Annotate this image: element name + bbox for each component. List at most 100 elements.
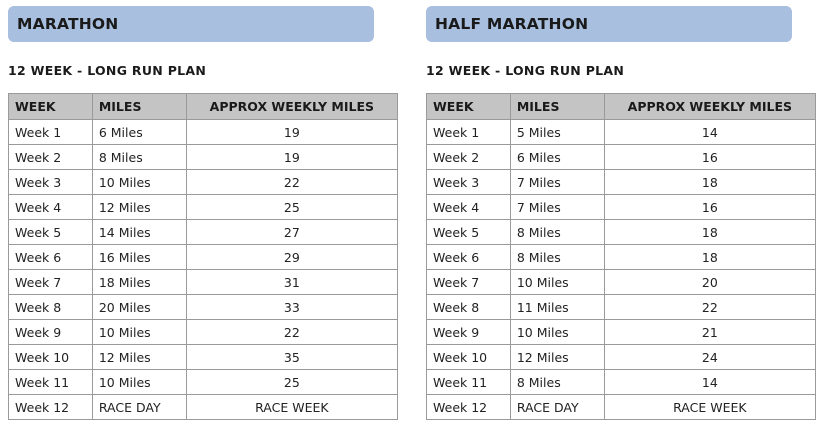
cell-week: Week 5 xyxy=(8,219,93,245)
cell-miles: 6 Miles xyxy=(509,144,605,170)
column-header-week: WEEK xyxy=(8,93,93,120)
cell-week: Week 4 xyxy=(426,194,511,220)
cell-miles: 10 Miles xyxy=(509,269,605,295)
cell-week: Week 6 xyxy=(426,244,511,270)
cell-miles: 8 Miles xyxy=(91,144,187,170)
cell-miles: 7 Miles xyxy=(509,169,605,195)
cell-week: Week 3 xyxy=(426,169,511,195)
cell-week: Week 2 xyxy=(8,144,93,170)
table-row: Week 12 RACE DAY RACE WEEK xyxy=(426,394,817,420)
cell-week: Week 9 xyxy=(8,319,93,345)
cell-miles: 11 Miles xyxy=(509,294,605,320)
table-row: Week 3 10 Miles 22 xyxy=(8,169,399,195)
cell-miles: 20 Miles xyxy=(91,294,187,320)
cell-weekly-miles: 16 xyxy=(603,144,817,170)
cell-weekly-miles: 16 xyxy=(603,194,817,220)
marathon-title: MARATHON xyxy=(8,6,374,42)
table-row: Week 9 10 Miles 21 xyxy=(426,319,817,345)
table-row: Week 9 10 Miles 22 xyxy=(8,319,399,345)
cell-weekly-miles: 24 xyxy=(603,344,817,370)
cell-miles: 6 Miles xyxy=(91,119,187,145)
cell-miles: 8 Miles xyxy=(509,369,605,395)
cell-miles: 14 Miles xyxy=(91,219,187,245)
half-marathon-subtitle: 12 WEEK - LONG RUN PLAN xyxy=(426,63,625,78)
cell-weekly-miles: 25 xyxy=(185,369,399,395)
cell-weekly-miles: 29 xyxy=(185,244,399,270)
cell-weekly-miles: 22 xyxy=(603,294,817,320)
cell-miles: 12 Miles xyxy=(91,344,187,370)
cell-miles: RACE DAY xyxy=(509,394,605,420)
cell-weekly-miles: 21 xyxy=(603,319,817,345)
cell-week: Week 2 xyxy=(426,144,511,170)
table-row: Week 7 18 Miles 31 xyxy=(8,269,399,295)
cell-weekly-miles: 25 xyxy=(185,194,399,220)
cell-weekly-miles: 18 xyxy=(603,169,817,195)
table-row: Week 11 8 Miles 14 xyxy=(426,369,817,395)
cell-week: Week 11 xyxy=(8,369,93,395)
cell-weekly-miles: 18 xyxy=(603,244,817,270)
table-header-row: WEEK MILES APPROX WEEKLY MILES xyxy=(8,93,399,120)
marathon-subtitle: 12 WEEK - LONG RUN PLAN xyxy=(8,63,207,78)
cell-miles: 16 Miles xyxy=(91,244,187,270)
cell-week: Week 8 xyxy=(8,294,93,320)
half-marathon-title: HALF MARATHON xyxy=(426,6,792,42)
cell-week: Week 8 xyxy=(426,294,511,320)
table-row: Week 5 14 Miles 27 xyxy=(8,219,399,245)
table-row: Week 10 12 Miles 24 xyxy=(426,344,817,370)
cell-week: Week 12 xyxy=(426,394,511,420)
table-row: Week 10 12 Miles 35 xyxy=(8,344,399,370)
cell-week: Week 7 xyxy=(426,269,511,295)
cell-miles: 8 Miles xyxy=(509,244,605,270)
table-row: Week 8 11 Miles 22 xyxy=(426,294,817,320)
cell-week: Week 1 xyxy=(8,119,93,145)
cell-weekly-miles: 31 xyxy=(185,269,399,295)
cell-week: Week 6 xyxy=(8,244,93,270)
cell-weekly-miles: RACE WEEK xyxy=(185,394,399,420)
table-row: Week 8 20 Miles 33 xyxy=(8,294,399,320)
table-row: Week 11 10 Miles 25 xyxy=(8,369,399,395)
cell-miles: 8 Miles xyxy=(509,219,605,245)
cell-miles: RACE DAY xyxy=(91,394,187,420)
column-header-weekly-miles: APPROX WEEKLY MILES xyxy=(603,93,817,120)
cell-miles: 10 Miles xyxy=(91,369,187,395)
cell-weekly-miles: 33 xyxy=(185,294,399,320)
cell-weekly-miles: 20 xyxy=(603,269,817,295)
cell-weekly-miles: 22 xyxy=(185,169,399,195)
cell-miles: 7 Miles xyxy=(509,194,605,220)
cell-week: Week 10 xyxy=(8,344,93,370)
table-header-row: WEEK MILES APPROX WEEKLY MILES xyxy=(426,93,817,120)
cell-miles: 12 Miles xyxy=(509,344,605,370)
cell-weekly-miles: 14 xyxy=(603,119,817,145)
cell-miles: 12 Miles xyxy=(91,194,187,220)
cell-weekly-miles: 35 xyxy=(185,344,399,370)
cell-week: Week 11 xyxy=(426,369,511,395)
table-row: Week 6 16 Miles 29 xyxy=(8,244,399,270)
column-header-miles: MILES xyxy=(509,93,605,120)
cell-weekly-miles: 19 xyxy=(185,144,399,170)
column-header-week: WEEK xyxy=(426,93,511,120)
cell-weekly-miles: RACE WEEK xyxy=(603,394,817,420)
column-header-weekly-miles: APPROX WEEKLY MILES xyxy=(185,93,399,120)
column-header-miles: MILES xyxy=(91,93,187,120)
table-row: Week 4 12 Miles 25 xyxy=(8,194,399,220)
cell-miles: 10 Miles xyxy=(91,319,187,345)
marathon-panel: MARATHON 12 WEEK - LONG RUN PLAN WEEK MI… xyxy=(8,6,399,420)
cell-week: Week 10 xyxy=(426,344,511,370)
cell-miles: 18 Miles xyxy=(91,269,187,295)
cell-miles: 10 Miles xyxy=(91,169,187,195)
cell-week: Week 9 xyxy=(426,319,511,345)
cell-miles: 5 Miles xyxy=(509,119,605,145)
cell-weekly-miles: 18 xyxy=(603,219,817,245)
table-row: Week 7 10 Miles 20 xyxy=(426,269,817,295)
cell-week: Week 5 xyxy=(426,219,511,245)
